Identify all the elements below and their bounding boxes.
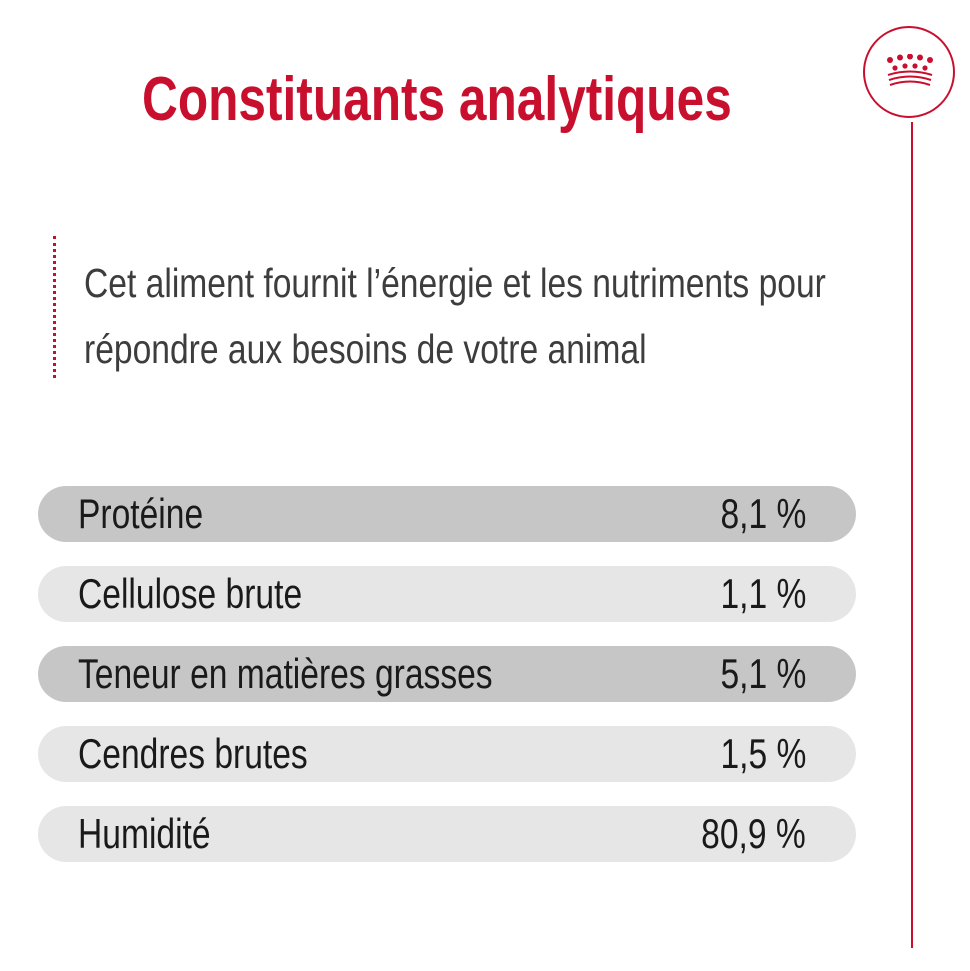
nutrient-name: Cellulose brute — [78, 570, 303, 617]
nutrient-name: Cendres brutes — [78, 730, 308, 777]
nutrient-row-fat-content: Teneur en matières grasses 5,1 % — [38, 646, 856, 702]
nutrient-row-crude-ash: Cendres brutes 1,5 % — [38, 726, 856, 782]
nutrient-value: 1,5 % — [720, 730, 806, 777]
nutrient-row-crude-fibre: Cellulose brute 1,1 % — [38, 566, 856, 622]
nutrient-name: Protéine — [78, 490, 204, 537]
nutrient-row-protein: Protéine 8,1 % — [38, 486, 856, 542]
nutrient-value: 8,1 % — [720, 490, 806, 537]
crown-icon — [887, 54, 933, 86]
brand-vertical-line — [911, 122, 913, 948]
intro-dotted-divider — [53, 236, 56, 378]
nutrient-row-moisture: Humidité 80,9 % — [38, 806, 856, 862]
intro-text: Cet aliment fournit l’énergie et les nut… — [84, 260, 826, 372]
nutrient-value: 1,1 % — [720, 570, 806, 617]
page-title: Constituants analytiques — [142, 65, 732, 134]
nutrient-value: 5,1 % — [720, 650, 806, 697]
nutrient-name: Teneur en matières grasses — [78, 650, 493, 697]
nutrient-name: Humidité — [78, 810, 211, 857]
nutrient-value: 80,9 % — [701, 810, 806, 857]
nutrient-table: Protéine 8,1 % Cellulose brute 1,1 % Ten… — [38, 486, 856, 886]
brand-logo — [863, 26, 955, 118]
